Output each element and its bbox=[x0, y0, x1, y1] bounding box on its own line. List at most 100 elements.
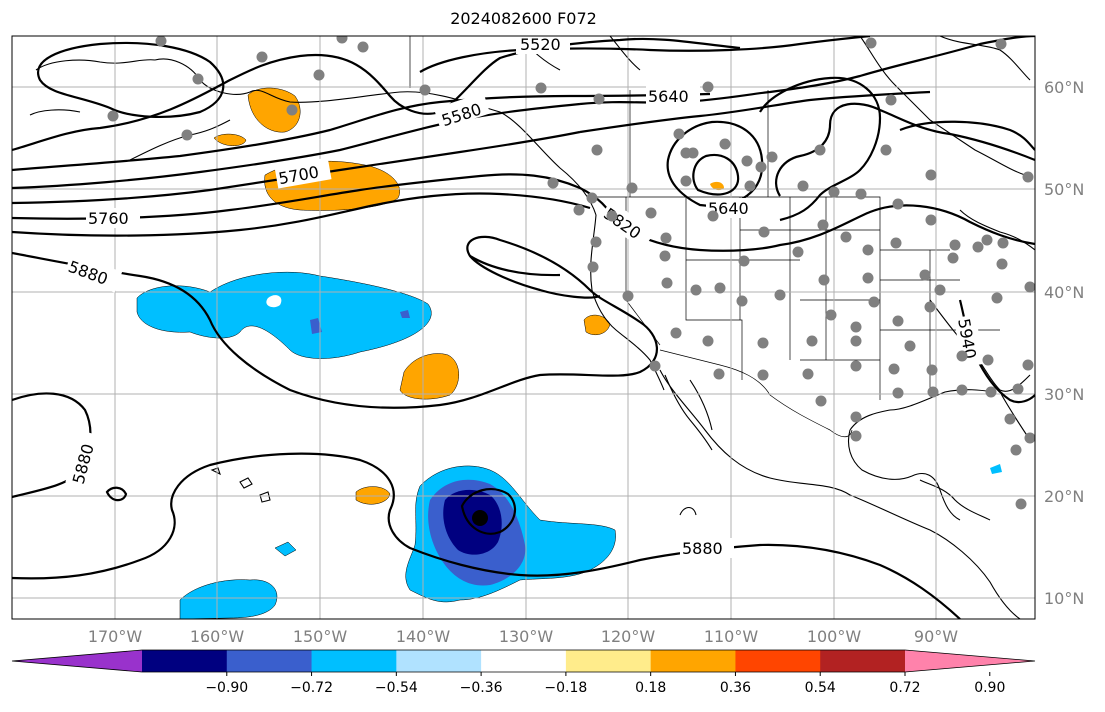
station-marker bbox=[892, 387, 904, 399]
lat-tick-50N: 50°N bbox=[1044, 180, 1084, 199]
station-marker bbox=[949, 239, 961, 251]
negative-anomaly-fill bbox=[136, 271, 1002, 619]
colorbar-tick-label: −0.18 bbox=[544, 680, 587, 696]
station-marker bbox=[702, 335, 714, 347]
station-marker bbox=[862, 244, 874, 256]
colorbar-tick-label: −0.54 bbox=[375, 680, 418, 696]
station-marker bbox=[850, 321, 862, 333]
colorbar-segment bbox=[820, 650, 906, 672]
colorbar-tick-label: 0.18 bbox=[635, 680, 666, 696]
station-marker bbox=[736, 295, 748, 307]
station-marker bbox=[192, 73, 204, 85]
station-marker bbox=[865, 37, 877, 49]
station-marker bbox=[797, 180, 809, 192]
colorbar-tick-label: 0.72 bbox=[889, 680, 920, 696]
station-marker bbox=[660, 232, 672, 244]
station-marker bbox=[357, 41, 369, 53]
colorbar-tick-label: 0.54 bbox=[805, 680, 836, 696]
station-marker bbox=[1022, 359, 1034, 371]
colorbar-segment bbox=[481, 650, 567, 672]
lon-tick-150W: 150°W bbox=[293, 627, 348, 646]
station-marker bbox=[719, 138, 731, 150]
station-marker bbox=[419, 84, 431, 96]
colorbar-tick-label: −0.72 bbox=[290, 680, 333, 696]
station-marker bbox=[336, 36, 348, 44]
station-marker bbox=[947, 252, 959, 264]
station-marker bbox=[904, 340, 916, 352]
station-marker bbox=[755, 161, 767, 173]
station-marker bbox=[806, 335, 818, 347]
station-markers bbox=[107, 36, 1035, 510]
lon-tick-120W: 120°W bbox=[601, 627, 656, 646]
station-marker bbox=[840, 231, 852, 243]
station-marker bbox=[981, 234, 993, 246]
station-marker bbox=[956, 384, 968, 396]
station-marker bbox=[850, 335, 862, 347]
station-marker bbox=[982, 354, 994, 366]
station-marker bbox=[814, 144, 826, 156]
station-marker bbox=[885, 94, 897, 106]
colorbar-tick-label: −0.36 bbox=[460, 680, 503, 696]
station-marker bbox=[1004, 413, 1016, 425]
station-marker bbox=[547, 177, 559, 189]
station-marker bbox=[892, 315, 904, 327]
station-marker bbox=[758, 226, 770, 238]
colorbar-tick-label: 0.36 bbox=[720, 680, 751, 696]
colorbar-segment bbox=[650, 650, 736, 672]
station-marker bbox=[1022, 171, 1034, 183]
colorbar-extend-high bbox=[905, 650, 1035, 672]
lat-tick-10N: 10°N bbox=[1044, 589, 1084, 608]
station-marker bbox=[868, 296, 880, 308]
station-marker bbox=[919, 269, 931, 281]
station-marker bbox=[888, 363, 900, 375]
station-marker bbox=[670, 327, 682, 339]
station-marker bbox=[817, 219, 829, 231]
station-marker bbox=[707, 210, 719, 222]
station-marker bbox=[862, 272, 874, 284]
station-marker bbox=[593, 93, 605, 105]
colorbar: −0.90 −0.72 −0.54 −0.36 −0.18 0.18 0.36 0.54 0.7… bbox=[11, 649, 1036, 696]
station-marker bbox=[702, 81, 714, 93]
station-marker bbox=[850, 411, 862, 423]
station-marker bbox=[690, 284, 702, 296]
station-marker bbox=[622, 290, 634, 302]
colorbar-extend-low bbox=[12, 650, 142, 672]
station-marker bbox=[587, 261, 599, 273]
station-marker bbox=[1024, 281, 1035, 293]
station-marker bbox=[107, 110, 119, 122]
station-marker bbox=[535, 82, 547, 94]
station-marker bbox=[181, 129, 193, 141]
station-marker bbox=[738, 255, 750, 267]
station-marker bbox=[645, 207, 657, 219]
station-marker bbox=[673, 128, 685, 140]
station-marker bbox=[713, 368, 725, 380]
station-marker bbox=[586, 192, 598, 204]
longitude-labels: 170°W 160°W 150°W 140°W 130°W 120°W 110°… bbox=[88, 627, 958, 646]
colorbar-segment bbox=[735, 650, 821, 672]
station-marker bbox=[1012, 383, 1024, 395]
station-marker bbox=[924, 301, 936, 313]
contour-label-5640-upper: 5640 bbox=[648, 87, 689, 106]
station-marker bbox=[855, 188, 867, 200]
station-marker bbox=[997, 237, 1009, 249]
station-marker bbox=[590, 236, 602, 248]
station-marker bbox=[591, 144, 603, 156]
lon-tick-140W: 140°W bbox=[396, 627, 451, 646]
station-marker bbox=[792, 246, 804, 258]
colorbar-tick-label: 0.90 bbox=[974, 680, 1005, 696]
lat-tick-20N: 20°N bbox=[1044, 487, 1084, 506]
station-marker bbox=[256, 51, 268, 63]
station-marker bbox=[815, 395, 827, 407]
station-marker bbox=[825, 309, 837, 321]
colorbar-outline bbox=[11, 649, 1036, 673]
station-marker bbox=[1024, 432, 1035, 444]
colorbar-tick-label: −0.90 bbox=[205, 680, 248, 696]
station-marker bbox=[956, 350, 968, 362]
station-marker bbox=[155, 36, 167, 47]
height-contours bbox=[12, 36, 1035, 619]
lon-tick-170W: 170°W bbox=[88, 627, 143, 646]
colorbar-segment bbox=[311, 650, 397, 672]
station-marker bbox=[880, 144, 892, 156]
station-marker bbox=[985, 386, 997, 398]
station-marker bbox=[991, 292, 1003, 304]
